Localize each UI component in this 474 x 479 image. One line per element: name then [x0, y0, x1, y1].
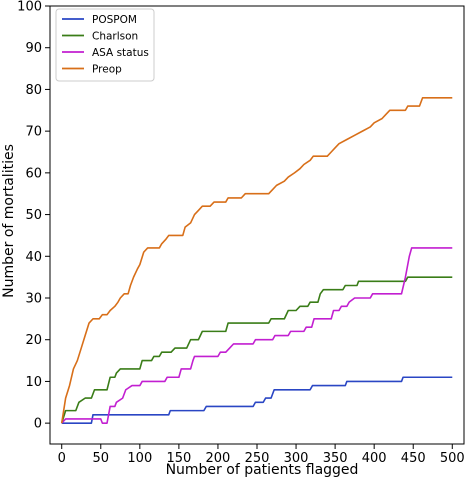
y-tick-label: 20 — [25, 333, 42, 348]
y-tick-label: 70 — [25, 125, 42, 140]
x-tick-label: 450 — [401, 451, 426, 466]
series-line-preop — [60, 96, 453, 424]
y-tick-label: 50 — [25, 208, 42, 223]
legend-label: ASA status — [92, 47, 149, 59]
ticks-layer: 0 50 100 150 200 250 300 350 400 450 500 0 10 20 30 40 5… — [17, 0, 465, 466]
x-tick-label: 350 — [323, 451, 348, 466]
y-axis-label: Number of mortalities — [1, 144, 17, 298]
x-tick-label: 500 — [440, 451, 465, 466]
x-axis-label: Number of patients flagged — [166, 462, 359, 478]
y-tick-label: 0 — [34, 417, 42, 432]
x-tick-label: 100 — [127, 451, 152, 466]
y-tick-label: 60 — [25, 166, 42, 181]
y-tick-label: 100 — [17, 0, 42, 15]
legend: POSPOM Charlson ASA status Preop — [55, 8, 155, 82]
legend-label: POSPOM — [92, 14, 137, 26]
legend-label: Charlson — [92, 31, 138, 43]
x-tick-label: 200 — [206, 451, 231, 466]
x-tick-label: 50 — [93, 451, 110, 466]
y-tick-label: 40 — [25, 250, 42, 265]
y-tick-label: 80 — [25, 83, 42, 98]
y-tick-label: 10 — [25, 375, 42, 390]
series-line-pospom — [61, 376, 453, 424]
series-line-charlson — [60, 276, 453, 424]
series-line-asa-status — [61, 247, 453, 424]
x-tick-label: 150 — [166, 451, 191, 466]
x-tick-label: 0 — [58, 451, 66, 466]
y-tick-label: 30 — [25, 292, 42, 307]
x-tick-label: 250 — [245, 451, 270, 466]
legend-label: Preop — [92, 64, 122, 76]
y-tick-label: 90 — [25, 41, 42, 56]
series-layer — [60, 96, 453, 424]
x-tick-label: 400 — [362, 451, 387, 466]
legend-box — [55, 8, 155, 82]
x-tick-label: 300 — [284, 451, 309, 466]
